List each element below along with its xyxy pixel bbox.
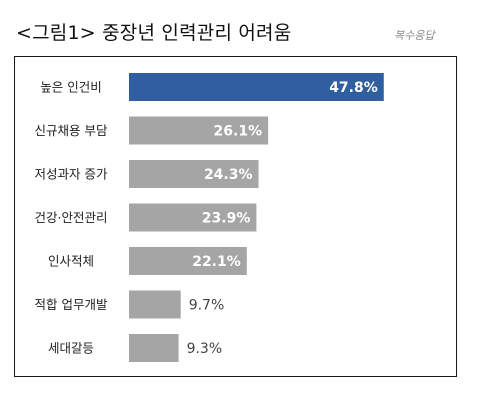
value-label: 26.1% [214, 124, 263, 140]
chart-frame: 높은 인건비 47.8% 신규채용 부담 26.1% 저성과자 증가 24.3% 건강·안전… [14, 56, 457, 377]
value-label: 9.3% [187, 341, 223, 357]
category-label: 건강·안전관리 [35, 210, 108, 225]
value-label: 47.8% [329, 80, 378, 96]
value-label: 23.9% [202, 211, 251, 227]
value-label: 24.3% [204, 167, 253, 183]
category-label: 저성과자 증가 [35, 167, 108, 182]
chart-title: <그림1> 중장년 인력관리 어려움 [16, 22, 292, 44]
multiple-response-note: 복수응답 [394, 29, 435, 42]
bar [129, 73, 384, 101]
bar-chart: 높은 인건비 47.8% 신규채용 부담 26.1% 저성과자 증가 24.3% 건강·안전… [35, 73, 384, 362]
bar [129, 334, 179, 362]
value-label: 22.1% [192, 254, 241, 270]
category-label: 적합 업무개발 [35, 297, 108, 312]
bar [129, 247, 247, 275]
category-label: 세대갈등 [48, 341, 94, 356]
bar [129, 290, 181, 319]
category-label: 높은 인건비 [40, 80, 101, 95]
bar [129, 203, 257, 232]
bar [129, 160, 259, 188]
bar [129, 116, 269, 145]
category-label: 인사적체 [48, 254, 94, 269]
value-label: 9.7% [189, 298, 225, 314]
category-label: 신규채용 부담 [35, 123, 108, 138]
